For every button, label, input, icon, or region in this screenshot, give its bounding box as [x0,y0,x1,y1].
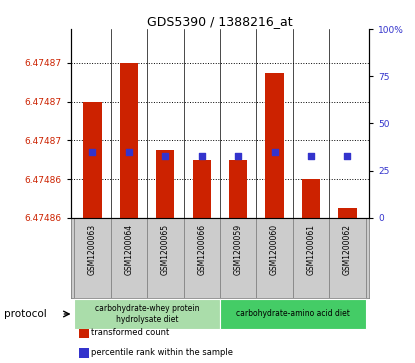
Point [89,149,96,155]
Bar [83,102,102,218]
Text: protocol: protocol [4,309,47,319]
Point [344,152,351,158]
Title: GDS5390 / 1388216_at: GDS5390 / 1388216_at [147,15,293,28]
Bar [266,73,284,218]
Text: GSM1200060: GSM1200060 [270,224,279,275]
Bar [302,179,320,218]
Point [271,149,278,155]
Text: GSM1200059: GSM1200059 [234,224,243,275]
Text: GSM1200063: GSM1200063 [88,224,97,275]
Text: GSM1200061: GSM1200061 [307,224,315,275]
Point [308,152,315,158]
Point [162,152,168,158]
Bar [193,160,211,218]
Text: GSM1200064: GSM1200064 [124,224,133,275]
Point [235,152,242,158]
Bar [229,160,247,218]
Text: GSM1200065: GSM1200065 [161,224,170,275]
Point [125,149,132,155]
Bar [74,299,220,329]
Bar [220,299,366,329]
Bar [156,150,174,218]
Text: transformed count: transformed count [91,329,170,337]
Bar [120,63,138,218]
Text: carbohydrate-amino acid diet: carbohydrate-amino acid diet [236,310,350,318]
Text: GSM1200062: GSM1200062 [343,224,352,275]
Bar [338,208,356,218]
Text: GSM1200066: GSM1200066 [197,224,206,275]
Text: carbohydrate-whey protein
hydrolysate diet: carbohydrate-whey protein hydrolysate di… [95,304,199,324]
Text: percentile rank within the sample: percentile rank within the sample [91,348,233,357]
Point [198,152,205,158]
